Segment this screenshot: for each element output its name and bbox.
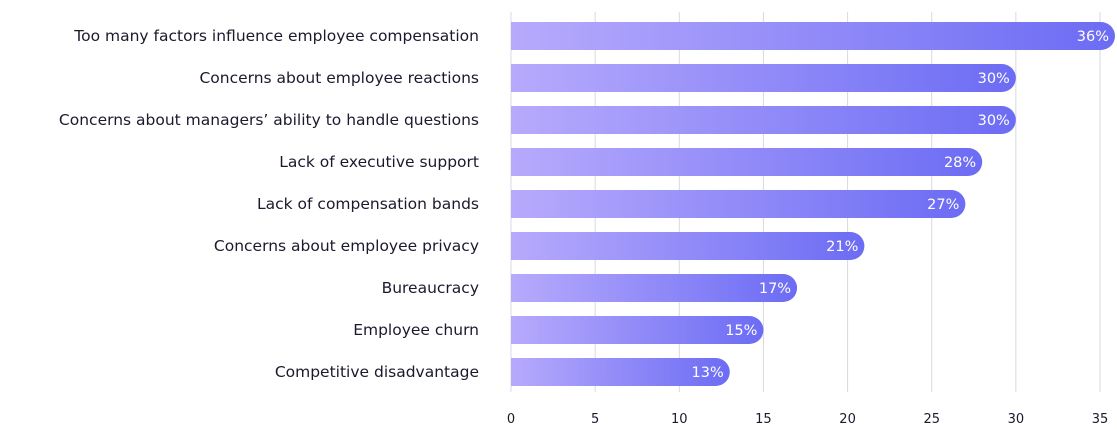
category-label: Competitive disadvantage: [275, 363, 479, 381]
x-tick-label: 20: [839, 412, 856, 427]
bar: [511, 274, 798, 302]
category-label: Bureaucracy: [382, 279, 479, 297]
category-label: Lack of compensation bands: [257, 195, 479, 213]
bar: [511, 316, 764, 344]
bar: [511, 148, 983, 176]
category-label: Concerns about employee reactions: [199, 69, 479, 87]
category-labels: Too many factors influence employee comp…: [59, 27, 479, 381]
category-label: Concerns about employee privacy: [214, 237, 479, 255]
bars: 36% 30% 30% 28% 27% 21% 17% 15% 13%: [511, 22, 1115, 386]
category-label: Concerns about managers’ ability to hand…: [59, 111, 479, 129]
category-label: Too many factors influence employee comp…: [73, 27, 479, 45]
x-tick-label: 10: [671, 412, 688, 427]
bar-value-label: 21%: [826, 239, 858, 255]
x-axis-ticks: 0 5 10 15 20 25 30 35: [507, 412, 1108, 427]
category-label: Employee churn: [353, 321, 479, 339]
bar: [511, 232, 865, 260]
category-label: Lack of executive support: [279, 153, 479, 171]
x-tick-label: 0: [507, 412, 515, 427]
bar-value-label: 27%: [927, 197, 959, 213]
bar-value-label: 15%: [725, 323, 757, 339]
bar-value-label: 13%: [692, 365, 724, 381]
bar: [511, 64, 1016, 92]
bar: [511, 358, 730, 386]
x-tick-label: 35: [1092, 412, 1109, 427]
x-tick-label: 30: [1008, 412, 1025, 427]
bar-value-label: 30%: [978, 113, 1010, 129]
bar-value-label: 28%: [944, 155, 976, 171]
x-tick-label: 15: [755, 412, 772, 427]
x-tick-label: 25: [923, 412, 940, 427]
bar: [511, 190, 966, 219]
x-tick-label: 5: [591, 412, 599, 427]
bar: [511, 22, 1115, 50]
bar-value-label: 36%: [1077, 29, 1109, 45]
bar: [511, 106, 1016, 134]
bar-value-label: 30%: [978, 71, 1010, 87]
bar-value-label: 17%: [759, 281, 791, 297]
